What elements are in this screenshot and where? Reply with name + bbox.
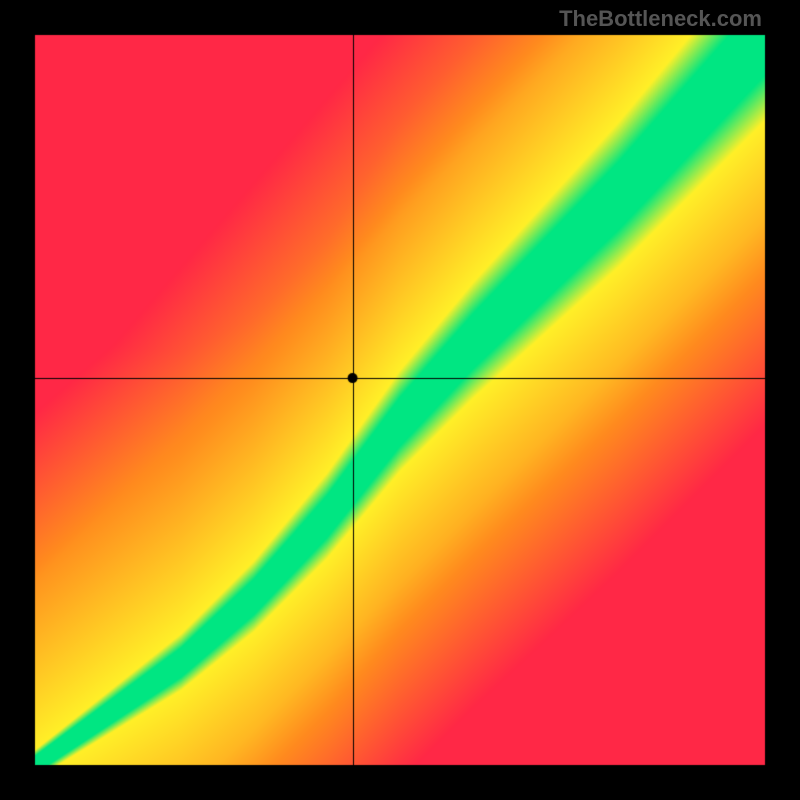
watermark-label: TheBottleneck.com: [559, 6, 762, 32]
bottleneck-heatmap: [0, 0, 800, 800]
chart-container: TheBottleneck.com: [0, 0, 800, 800]
